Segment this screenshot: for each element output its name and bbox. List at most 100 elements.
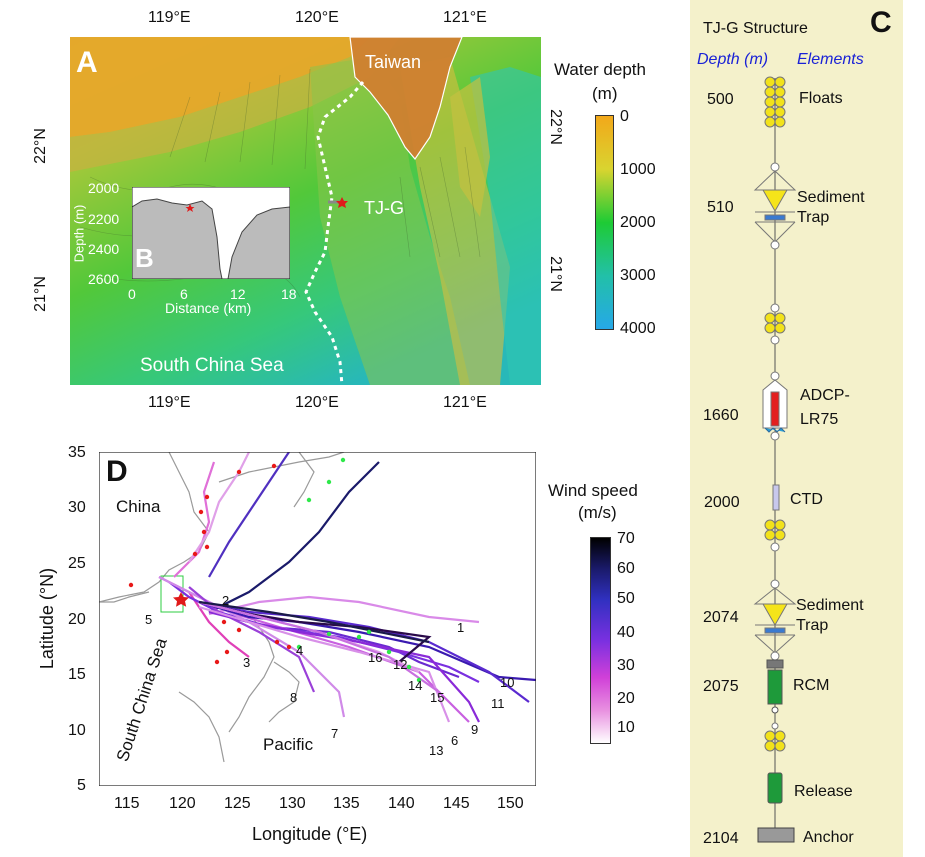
adcp-icon xyxy=(762,371,788,441)
wind-colorbar-tick: 70 xyxy=(617,530,635,547)
row-element: Sediment xyxy=(796,597,864,614)
panel-a-left-tick: 21°N xyxy=(31,276,49,312)
row-element: Sediment xyxy=(797,189,865,206)
depth-colorbar-title: Water depth xyxy=(554,60,646,79)
wind-colorbar-tick: 10 xyxy=(617,719,635,736)
track-number: 14 xyxy=(408,678,423,693)
mooring-diagram xyxy=(753,76,797,843)
panel-d-letter: D xyxy=(106,455,128,488)
depth-colorbar-tick: 4000 xyxy=(620,320,656,337)
panel-a-bottom-tick: 119°E xyxy=(148,394,191,411)
floats-icon xyxy=(764,303,786,345)
track-number: 4 xyxy=(296,643,304,658)
ctd-icon xyxy=(772,484,780,511)
row-depth: 500 xyxy=(707,91,734,108)
panel-d-xlabel: Longitude (°E) xyxy=(252,824,368,844)
panel-a-bottom-tick: 121°E xyxy=(443,394,487,411)
panel-d-y-tick: 35 xyxy=(68,444,86,461)
inset-x-tick: 6 xyxy=(180,286,188,302)
row-depth: 1660 xyxy=(703,407,739,424)
inset-x-tick: 12 xyxy=(230,286,246,302)
row-depth: 2074 xyxy=(703,609,739,626)
inset-y-tick: 2600 xyxy=(88,271,120,287)
panel-a-right-tick: 21°N xyxy=(546,256,564,292)
panel-d-x-tick: 145 xyxy=(443,795,470,812)
depth-colorbar-tick: 2000 xyxy=(620,214,656,231)
panel-a-top-tick: 120°E xyxy=(295,9,339,26)
pacific-label: Pacific xyxy=(263,735,314,754)
track-number: 10 xyxy=(500,675,515,690)
inset-x-tick: 18 xyxy=(281,286,297,302)
wind-colorbar-tick: 30 xyxy=(617,657,635,674)
panel-d-x-tick: 120 xyxy=(169,795,196,812)
row-element: Anchor xyxy=(803,829,854,846)
south-china-sea-label: South China Sea xyxy=(140,355,284,376)
typhoon-track-map xyxy=(99,452,536,786)
elements-header: Elements xyxy=(797,51,864,68)
panel-d-x-tick: 140 xyxy=(388,795,415,812)
bathymetry-map xyxy=(70,37,541,385)
track-number: 6 xyxy=(451,733,459,748)
wind-colorbar-tick: 40 xyxy=(617,624,635,641)
row-depth: 2075 xyxy=(703,678,739,695)
wind-colorbar-tick: 20 xyxy=(617,690,635,707)
wind-colorbar-unit: (m/s) xyxy=(578,503,617,522)
wind-colorbar-title: Wind speed xyxy=(548,481,638,500)
track-number: 15 xyxy=(430,690,445,705)
panel-b-letter: B xyxy=(135,243,154,273)
track-number: 5 xyxy=(145,612,153,627)
floats-icon xyxy=(764,76,786,128)
depth-colorbar-tick: 0 xyxy=(620,108,629,125)
panel-d-ylabel: Latitude (°N) xyxy=(37,567,58,670)
panel-d-y-tick: 25 xyxy=(68,555,86,572)
panel-d-y-tick: 5 xyxy=(77,777,86,794)
panel-d-y-tick: 20 xyxy=(68,611,86,628)
track-number: 9 xyxy=(471,722,479,737)
inset-y-tick: 2200 xyxy=(88,211,120,227)
panel-a-bottom-tick: 120°E xyxy=(295,394,339,411)
sediment-trap-icon xyxy=(753,162,797,250)
row-element: ADCP- xyxy=(800,387,850,404)
row-element: Release xyxy=(794,783,853,800)
track-number: 11 xyxy=(491,696,505,711)
taiwan-label: Taiwan xyxy=(365,52,422,72)
row-depth: 2000 xyxy=(704,494,740,511)
station-label: TJ-G xyxy=(364,198,404,218)
depth-colorbar-tick: 1000 xyxy=(620,161,656,178)
row-element: Floats xyxy=(799,90,843,107)
china-label: China xyxy=(116,497,161,516)
panel-a-top-tick: 119°E xyxy=(148,9,191,26)
depth-colorbar xyxy=(595,115,614,330)
anchor-icon xyxy=(757,827,795,843)
track-number: 8 xyxy=(290,690,298,705)
row-element: CTD xyxy=(790,491,823,508)
panel-a-top-tick: 121°E xyxy=(443,9,487,26)
panel-d-y-tick: 30 xyxy=(68,499,86,516)
row-element: Trap xyxy=(796,617,829,634)
panel-a-right-tick: 22°N xyxy=(546,109,564,145)
floats-icon xyxy=(764,519,786,552)
panel-d-x-tick: 130 xyxy=(279,795,306,812)
release-icon xyxy=(767,772,783,804)
depth-header: Depth (m) xyxy=(697,51,769,68)
panel-d-x-tick: 150 xyxy=(497,795,524,812)
row-depth: 2104 xyxy=(703,830,739,847)
track-number: 2 xyxy=(222,593,230,608)
row-element: Trap xyxy=(797,209,830,226)
wind-colorbar-tick: 60 xyxy=(617,560,635,577)
panel-c-letter: C xyxy=(870,6,892,39)
row-element: RCM xyxy=(793,677,830,694)
row-element: LR75 xyxy=(800,411,839,428)
track-number: 7 xyxy=(331,726,339,741)
panel-d-x-tick: 135 xyxy=(333,795,360,812)
panel-d-x-tick: 115 xyxy=(114,795,140,812)
panel-c-title: TJ-G Structure xyxy=(703,20,808,37)
panel-d-y-tick: 10 xyxy=(68,722,86,739)
panel-a-letter: A xyxy=(76,46,98,79)
inset-xlabel: Distance (km) xyxy=(165,300,252,316)
panel-d-x-tick: 125 xyxy=(224,795,251,812)
floats-icon xyxy=(764,722,786,752)
wind-colorbar xyxy=(590,537,611,744)
rcm-icon xyxy=(766,659,784,714)
inset-y-tick: 2400 xyxy=(88,241,120,257)
